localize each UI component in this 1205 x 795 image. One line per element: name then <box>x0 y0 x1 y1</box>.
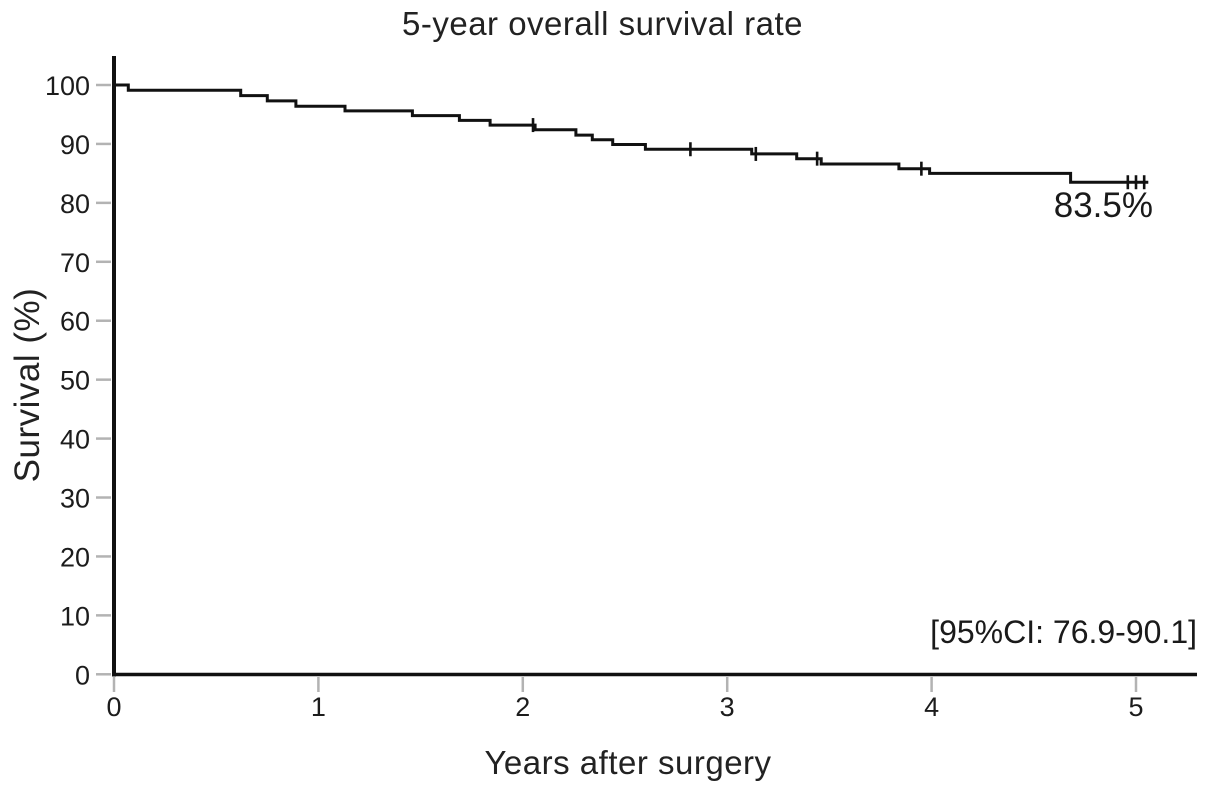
y-tick-label: 70 <box>60 248 90 278</box>
x-tick-label: 0 <box>106 692 121 722</box>
x-tick-label: 3 <box>720 692 735 722</box>
y-tick-label: 0 <box>75 660 90 690</box>
y-tick-label: 40 <box>60 425 90 455</box>
x-tick-label: 2 <box>515 692 530 722</box>
y-tick-label: 30 <box>60 484 90 514</box>
y-tick-label: 50 <box>60 366 90 396</box>
y-tick-label: 20 <box>60 542 90 572</box>
y-tick-label: 80 <box>60 189 90 219</box>
y-tick-label: 100 <box>45 71 90 101</box>
final-survival-annotation: 83.5% <box>1053 186 1153 225</box>
y-tick-label: 90 <box>60 130 90 160</box>
survival-step-curve <box>114 83 1149 184</box>
x-axis-label: Years after surgery <box>484 744 772 781</box>
confidence-interval-annotation: [95%CI: 76.9-90.1] <box>930 614 1197 650</box>
y-tick-label: 60 <box>60 307 90 337</box>
x-tick-label: 1 <box>311 692 326 722</box>
y-tick-label: 10 <box>60 601 90 631</box>
chart-title: 5-year overall survival rate <box>402 5 803 42</box>
x-tick-label: 5 <box>1128 692 1143 722</box>
x-tick-label: 4 <box>924 692 939 722</box>
